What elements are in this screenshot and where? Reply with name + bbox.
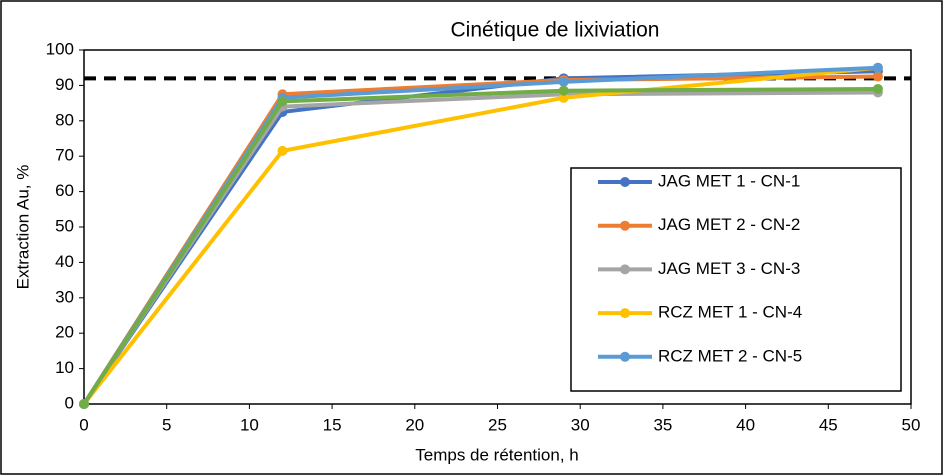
x-tick-label: 40: [736, 415, 755, 434]
data-point: [79, 399, 89, 409]
y-tick-label: 40: [55, 252, 74, 271]
y-tick-label: 10: [55, 358, 74, 377]
x-tick-label: 5: [162, 415, 171, 434]
x-tick-label: 25: [488, 415, 507, 434]
data-point: [872, 83, 883, 94]
x-tick-label: 20: [405, 415, 424, 434]
x-tick-label: 50: [902, 415, 921, 434]
legend-marker: [620, 177, 630, 187]
legend-label: JAG MET 1 - CN-1: [658, 171, 800, 190]
y-tick-label: 60: [55, 181, 74, 200]
legend-marker: [620, 220, 630, 231]
y-tick-label: 30: [55, 287, 74, 306]
x-tick-label: 15: [323, 415, 342, 434]
data-point: [277, 96, 288, 107]
x-axis-label: Temps de rétention, h: [415, 445, 578, 464]
data-point: [872, 62, 883, 73]
data-point: [558, 85, 569, 96]
x-tick-label: 35: [653, 415, 672, 434]
legend-marker: [620, 351, 630, 362]
legend-label: JAG MET 3 - CN-3: [658, 259, 800, 278]
legend-marker: [620, 308, 630, 319]
legend-label: RCZ MET 2 - CN-5: [658, 346, 802, 365]
legend-label: JAG MET 2 - CN-2: [658, 215, 800, 234]
data-point: [558, 76, 569, 87]
series-line: [82, 65, 879, 406]
y-axis-label: Extraction Au, %: [13, 165, 32, 290]
y-tick-label: 70: [55, 146, 74, 165]
x-tick-label: 10: [240, 415, 259, 434]
legend-marker: [620, 264, 630, 275]
x-tick-label: 45: [819, 415, 838, 434]
data-point: [277, 145, 288, 156]
series-line: [82, 86, 878, 406]
y-tick-label: 80: [55, 110, 74, 129]
y-tick-label: 50: [55, 216, 74, 235]
x-tick-label: 30: [571, 415, 590, 434]
y-tick-label: 100: [46, 39, 74, 58]
y-tick-label: 90: [55, 75, 74, 94]
x-tick-label: 0: [79, 415, 88, 434]
legend-label: RCZ MET 1 - CN-4: [658, 303, 802, 322]
y-tick-label: 20: [55, 323, 74, 342]
data-point: [872, 71, 883, 82]
data-point: [558, 92, 569, 103]
y-tick-label: 0: [65, 393, 74, 412]
chart-title: Cinétique de lixiviation: [451, 19, 660, 42]
